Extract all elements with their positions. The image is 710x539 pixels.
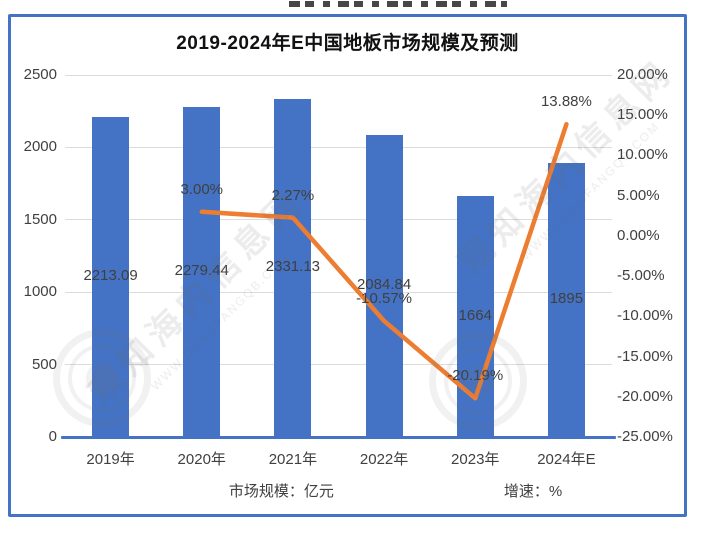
- y-axis-left-tick: 2500: [23, 66, 57, 83]
- bar-value-label: 2084.84: [356, 276, 412, 294]
- growth-point-label: 2.27%: [271, 186, 315, 204]
- gridline: [65, 74, 612, 76]
- x-axis-label: 2019年: [86, 451, 135, 468]
- legend-swatch-line: [454, 489, 496, 493]
- growth-point-label: -10.57%: [356, 289, 413, 307]
- x-axis-line: [61, 436, 616, 439]
- growth-point-label: 13.88%: [540, 93, 592, 111]
- gridline: [65, 364, 612, 366]
- bar-value-label: 1895: [549, 289, 584, 307]
- y-axis-left-tick: 1000: [23, 283, 57, 301]
- y-axis-left-tick: 1500: [23, 210, 57, 228]
- legend-item-market-size: 市场规模：亿元: [183, 480, 334, 501]
- y-axis-right-tick: 10.00%: [617, 146, 668, 164]
- y-axis-right-tick: -15.00%: [617, 347, 673, 365]
- y-axis-right-tick: -25.00%: [617, 428, 673, 445]
- y-axis-right-tick: -10.00%: [617, 307, 673, 325]
- x-axis-label: 2022年: [359, 451, 409, 468]
- y-axis-right-tick: -5.00%: [617, 267, 665, 285]
- bar: [547, 162, 585, 437]
- x-axis-label: 2021年: [268, 451, 318, 468]
- bar-value-label: 2331.13: [265, 258, 321, 276]
- legend-swatch-bar: [183, 485, 221, 496]
- plot-area: 0 500 1000 1500 2000 2500 20.00% 15.00% 10.00% 5.…: [11, 17, 684, 472]
- chart-title: 2019-2024年E中国地板市场规模及预测: [176, 33, 519, 54]
- legend-label-market-size: 市场规模：亿元: [228, 483, 334, 500]
- legend-item-growth: 增速：%: [454, 480, 562, 501]
- bar: [274, 99, 312, 437]
- gridline: [65, 291, 612, 293]
- bar-value-label: 1664: [458, 306, 492, 324]
- x-axis-label: 2023年: [451, 451, 500, 468]
- cropped-heading-fragment: [289, 1, 507, 7]
- bar: [92, 116, 130, 437]
- y-axis-right-tick: -20.00%: [617, 387, 673, 405]
- chart-card: 2019-2024年E中国地板市场规模及预测 0 500 1000 1500 2000 2…: [8, 14, 687, 517]
- y-axis-left-tick: 500: [31, 355, 57, 373]
- x-axis-label: 2020年: [177, 451, 226, 468]
- growth-point-label: -20.19%: [447, 367, 504, 385]
- y-axis-right-tick: 15.00%: [617, 106, 668, 124]
- legend-label-growth: 增速：%: [503, 483, 563, 500]
- bar: [365, 135, 403, 437]
- growth-line: [199, 121, 569, 401]
- y-axis-right-tick: 0.00%: [617, 226, 660, 244]
- y-axis-left-tick: 0: [48, 428, 57, 445]
- gridline: [65, 146, 612, 148]
- y-axis-left-tick: 2000: [23, 138, 57, 156]
- y-axis-right-tick: 5.00%: [617, 186, 660, 204]
- y-axis-right-tick: 20.00%: [617, 66, 668, 83]
- bar: [183, 106, 221, 437]
- growth-point-label: 3.00%: [180, 180, 224, 198]
- bar-value-label: 2279.44: [174, 261, 229, 279]
- bar-value-label: 2213.09: [83, 266, 138, 284]
- legend: 市场规模：亿元 增速：%: [11, 480, 684, 501]
- gridline: [65, 219, 612, 221]
- x-axis-label: 2024年E: [537, 451, 596, 468]
